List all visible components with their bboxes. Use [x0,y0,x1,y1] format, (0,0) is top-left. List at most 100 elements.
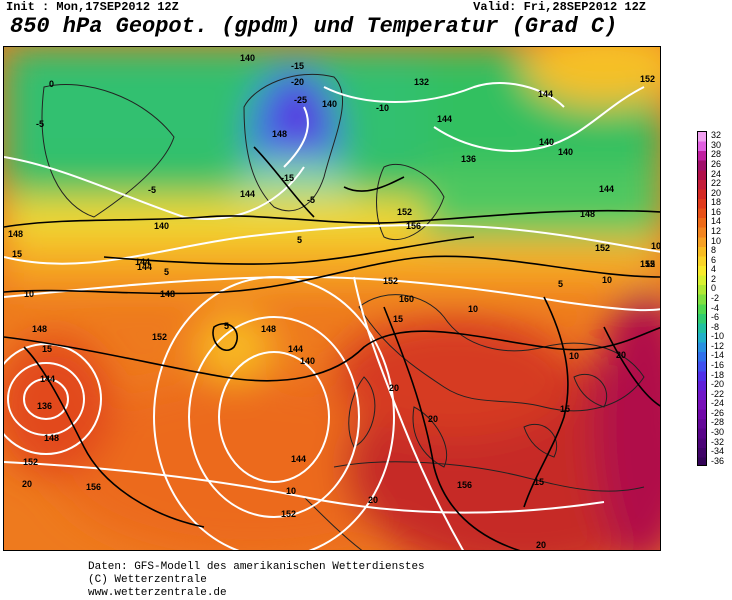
legend-label: -8 [711,321,720,332]
temperature-labels: -15 -20 -25 -10 -15 -5 -5 10 5 -5 5 5 0 … [12,61,661,550]
legend-label: -36 [711,455,725,466]
geopot-label: 156 [86,482,101,492]
geopot-label: 140 [322,99,337,109]
geopot-label: 144 [40,374,55,384]
geopot-label: 152 [640,74,655,84]
temp-label: 15 [42,344,52,354]
geopot-label: 136 [461,154,476,164]
temp-label: 15 [560,404,570,414]
color-scale-legend: 32 30 28 26 24 22 20 18 16 14 12 10 8 6 4 2 0 -2 -4 -6 -8 -10… [697,131,732,466]
legend-label: -10 [711,331,725,342]
legend-label: -26 [711,407,725,418]
legend-label: -24 [711,398,725,409]
temperature-shading [4,47,660,550]
geopot-label: 140 [558,147,573,157]
weather-map: 140 132 144 152 148 144 140 144 136 140 … [3,46,661,551]
legend-label: 12 [711,226,722,236]
temp-label: 5 [558,279,563,289]
geopot-label: 148 [44,433,59,443]
legend-label: 0 [711,283,717,294]
temp-label: 15 [645,259,655,269]
temp-label: 20 [536,540,546,550]
temp-label: 5 [297,235,302,245]
geopot-label: 144 [538,89,553,99]
legend-label: 24 [711,168,722,179]
temp-label: -10 [376,103,389,113]
geopot-label: 152 [23,457,38,467]
temp-label: -15 [281,173,294,183]
geopot-label: 144 [137,262,152,272]
temp-label: -25 [294,95,307,105]
legend-label: 30 [711,139,722,150]
copyright-text: (C) Wetterzentrale [88,574,207,586]
temp-label: 10 [569,351,579,361]
temp-label: -5 [307,195,315,205]
geopot-label: 148 [261,324,276,334]
geopot-label: 132 [414,77,429,87]
geopot-label: 148 [8,229,23,239]
temp-label: 15 [12,249,22,259]
geopot-label: 160 [399,294,414,304]
geopot-label: 148 [272,129,287,139]
temp-label: 15 [534,477,544,487]
geopot-label: 140 [154,221,169,231]
legend-label: -22 [711,388,725,399]
temp-label: 10 [651,241,661,251]
temp-label: 20 [389,383,399,393]
geopotential-labels: 140 132 144 152 148 144 140 144 136 140 … [8,53,655,519]
temp-label: -5 [148,185,156,195]
coastlines [41,73,645,550]
init-time: Init : Mon,17SEP2012 12Z [6,0,179,14]
temperature-isolines [4,146,660,550]
legend-label: 32 [711,130,722,141]
geopot-label: 148 [32,324,47,334]
website-text: www.wetterzentrale.de [88,587,227,599]
map-canvas: 140 132 144 152 148 144 140 144 136 140 … [4,47,661,550]
geopot-label: 152 [595,243,610,253]
legend-label: 18 [711,197,722,208]
geopot-label: 144 [291,454,306,464]
geopot-label: 148 [580,209,595,219]
temp-label: 10 [602,275,612,285]
legend-label: -4 [711,302,720,313]
geopot-label: 144 [135,257,150,267]
temp-label: 20 [616,350,626,360]
legend-label: -18 [711,369,725,380]
geopot-label: 152 [152,332,167,342]
geopot-label: 156 [406,221,421,231]
legend-label: -20 [711,379,725,390]
temp-label: -15 [291,61,304,71]
data-source-text: Daten: GFS-Modell des amerikanischen Wet… [88,561,425,573]
legend-label: 6 [711,254,717,265]
legend-label: 22 [711,178,722,189]
temp-label: 20 [428,414,438,424]
temp-label: 10 [468,304,478,314]
geopot-label: 144 [599,184,614,194]
legend-label: 4 [711,264,717,275]
geopot-label: 144 [240,189,255,199]
legend-label: 16 [711,206,722,217]
temp-label: -5 [36,119,44,129]
legend-label: 10 [711,235,722,246]
legend-label: -14 [711,350,725,361]
temp-label: -20 [291,77,304,87]
legend-label: 26 [711,159,722,169]
geopot-label: 144 [288,344,303,354]
geopot-label: 152 [383,276,398,286]
geopot-label: 136 [37,401,52,411]
geopot-label: 152 [397,207,412,217]
geopot-label: 140 [300,356,315,366]
legend-label: 20 [711,187,722,198]
legend-label: -16 [711,360,725,370]
temp-label: 20 [22,479,32,489]
geopot-label: 140 [240,53,255,63]
geopot-label: 148 [160,289,175,299]
legend-label: 2 [711,273,717,284]
legend-label: -12 [711,340,725,351]
legend-label: -6 [711,312,720,323]
geopot-label: 152 [640,259,655,269]
footer-credits: Daten: GFS-Modell des amerikanischen Wet… [88,561,425,600]
color-scale-bar [697,131,707,466]
temp-label: 0 [49,79,54,89]
legend-label: -30 [711,427,725,437]
